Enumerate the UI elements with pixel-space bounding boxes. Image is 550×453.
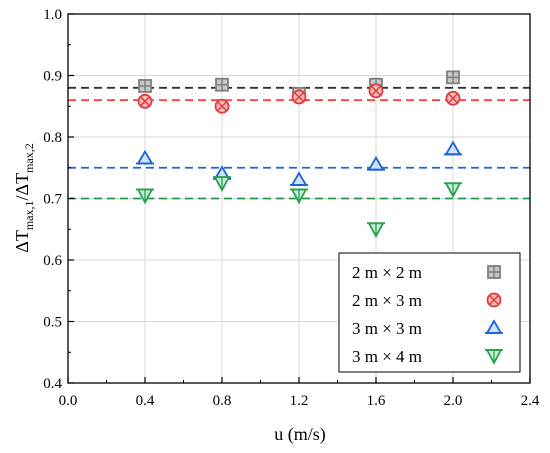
data-point — [291, 89, 307, 105]
legend-label: 2 m × 3 m — [352, 291, 422, 310]
x-tick-label: 2.4 — [521, 393, 540, 409]
x-tick-label: 0.8 — [213, 393, 232, 409]
x-tick-labels: 0.0 0.4 0.8 1.2 1.6 2.0 2.4 — [59, 393, 540, 409]
legend-label: 3 m × 4 m — [352, 347, 422, 366]
legend-label: 2 m × 2 m — [352, 263, 422, 282]
data-point — [136, 188, 154, 205]
legend-marker — [485, 319, 503, 334]
data-point — [444, 182, 462, 199]
data-point — [214, 98, 230, 114]
y-tick-label: 1.0 — [43, 7, 62, 23]
y-tick-label: 0.7 — [43, 192, 62, 208]
data-point — [213, 176, 231, 193]
svg-text:ΔTmax,1/ΔTmax,2: ΔTmax,1/ΔTmax,2 — [12, 143, 36, 253]
data-point — [444, 140, 462, 156]
y-axis-title: ΔTmax,1/ΔTmax,2 — [12, 143, 36, 253]
y-tick-label: 0.9 — [43, 69, 62, 85]
data-point — [290, 188, 308, 205]
data-point — [445, 90, 461, 106]
y-tick-label: 0.4 — [43, 376, 62, 392]
data-point — [215, 77, 229, 92]
y-tick-label: 0.6 — [43, 253, 62, 269]
x-tick-label: 0.0 — [59, 393, 78, 409]
legend-marker — [487, 265, 501, 279]
data-point — [138, 79, 152, 93]
axis-ticks — [67, 13, 531, 384]
data-point — [137, 93, 153, 109]
x-tick-label: 2.0 — [444, 393, 463, 409]
y-tick-label: 0.8 — [43, 130, 62, 146]
y-tick-labels: 0.4 0.5 0.6 0.7 0.8 0.9 1.0 — [43, 7, 62, 392]
legend-marker — [486, 292, 502, 308]
data-point — [136, 149, 154, 165]
data-point — [368, 83, 384, 99]
data-point — [367, 222, 385, 239]
legend-label: 3 m × 3 m — [352, 319, 422, 338]
x-tick-label: 0.4 — [136, 393, 155, 409]
y-tick-label: 0.5 — [43, 315, 62, 331]
data-point — [367, 155, 385, 171]
legend-marker — [485, 349, 503, 365]
data-points — [136, 70, 462, 239]
x-tick-label: 1.6 — [367, 393, 386, 409]
data-point — [446, 70, 460, 85]
data-point — [290, 171, 308, 186]
legend: 2 m × 2 m 2 m × 3 m 3 m × 3 m 3 m × 4 m — [338, 252, 521, 373]
x-axis-title: u (m/s) — [274, 424, 326, 445]
x-tick-label: 1.2 — [290, 393, 309, 409]
